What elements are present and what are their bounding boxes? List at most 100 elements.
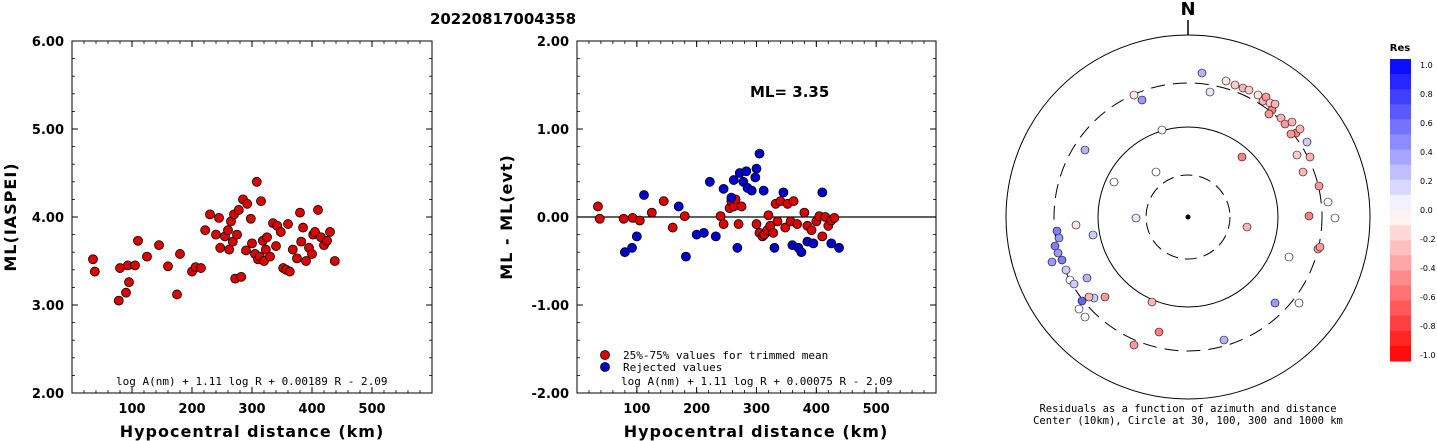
- left-x-axis-label: Hypocentral distance (km): [120, 422, 385, 441]
- middle-data-point: [698, 227, 709, 238]
- middle-data-point: [634, 215, 645, 226]
- left-data-point: [214, 212, 224, 223]
- middle-data-point: [631, 231, 642, 242]
- polar-station-point: [1270, 99, 1280, 109]
- left-data-point: [313, 205, 323, 215]
- polar-station-point: [1154, 327, 1164, 337]
- left-data-point: [298, 222, 308, 233]
- left-x-tick-label: 500: [358, 402, 385, 417]
- polar-station-point: [1047, 257, 1057, 267]
- polar-station-point: [1253, 90, 1263, 100]
- middle-data-point: [778, 187, 789, 198]
- polar-station-point: [1080, 312, 1090, 322]
- left-y-tick-label: 6.00: [32, 35, 64, 50]
- left-data-point: [172, 289, 182, 300]
- middle-data-point: [741, 166, 752, 177]
- left-data-point: [307, 249, 317, 259]
- left-data-point: [262, 232, 272, 243]
- middle-data-point: [618, 213, 629, 224]
- polar-station-point: [1221, 76, 1231, 86]
- middle-data-point: [667, 222, 678, 233]
- left-plot-panel: 2.00 3.00 4.00 5.00 6.00 100 200 300 400 500 log …: [1, 35, 433, 441]
- middle-data-point: [627, 242, 637, 253]
- middle-data-point: [733, 219, 744, 229]
- left-y-axis-label: ML(IASPEI): [1, 162, 20, 271]
- polar-station-point: [1157, 125, 1167, 135]
- middle-data-point: [769, 242, 780, 253]
- colorbar-cell: [1390, 164, 1411, 181]
- left-data-point: [325, 227, 335, 237]
- middle-data-point: [680, 251, 691, 262]
- colorbar-tick-label: 0.8: [1420, 90, 1433, 99]
- middle-data-point: [673, 201, 684, 212]
- legend-blue-marker: [600, 362, 610, 372]
- left-data-point: [236, 271, 247, 282]
- middle-data-point: [808, 238, 819, 249]
- middle-data-point: [763, 210, 774, 221]
- colorbar-cell: [1390, 104, 1411, 120]
- colorbar-tick-label: 0.4: [1420, 148, 1433, 157]
- polar-station-point: [1205, 87, 1215, 97]
- left-y-tick-label: 4.00: [32, 211, 64, 226]
- colorbar-tick-label: 0.2: [1420, 177, 1433, 186]
- left-data-point: [211, 229, 221, 240]
- colorbar-cell: [1390, 270, 1411, 286]
- middle-x-tick-label: 500: [863, 402, 890, 417]
- colorbar-tick-label: -0.6: [1420, 293, 1436, 302]
- polar-station-point: [1053, 248, 1063, 258]
- left-data-point: [284, 266, 295, 277]
- left-x-tick-label: 400: [298, 402, 325, 417]
- middle-data-point: [806, 225, 817, 236]
- polar-station-point: [1230, 80, 1240, 90]
- left-data-point: [292, 253, 302, 264]
- left-data-point: [275, 227, 286, 237]
- polar-station-point: [1304, 211, 1314, 221]
- left-data-point: [224, 244, 235, 255]
- left-data-point: [88, 254, 98, 265]
- left-data-point: [89, 266, 100, 277]
- middle-x-axis-label: Hypocentral distance (km): [624, 422, 889, 441]
- left-data-point: [287, 244, 298, 255]
- polar-station-point: [1276, 113, 1286, 123]
- legend-blue-label: Rejected values: [623, 361, 722, 374]
- left-data-point: [130, 260, 140, 271]
- colorbar-cell: [1390, 225, 1411, 241]
- polar-station-point: [1054, 233, 1064, 243]
- legend-red-marker: [600, 350, 610, 360]
- colorbar-title: Res: [1390, 43, 1410, 54]
- polar-circle-100km: [1097, 126, 1279, 308]
- polar-station-point: [1151, 167, 1161, 177]
- left-data-point: [260, 244, 271, 255]
- left-data-point: [121, 287, 131, 298]
- middle-x-tick-label: 300: [743, 402, 770, 417]
- left-data-point: [196, 263, 206, 273]
- caption-line-2: Center (10km), Circle at 30, 100, 300 an…: [1033, 415, 1343, 427]
- colorbar-tick-label: -0.4: [1420, 264, 1436, 273]
- middle-data-point: [750, 172, 761, 183]
- azimuth-distance-plot: N Residuals as a function of azimuth and…: [1005, 0, 1371, 427]
- residual-colorbar: Res 1.0 0.8 0.6 0.4 0.2 0.0 -0.2 -0.4 -0.6 -0.8 -1…: [1390, 43, 1436, 362]
- middle-data-point: [772, 216, 783, 227]
- polar-station-point: [1242, 222, 1252, 232]
- left-y-tick-label: 2.00: [32, 387, 64, 402]
- middle-data-point: [718, 219, 729, 229]
- colorbar-cell: [1390, 285, 1411, 302]
- colorbar-tick-label: -1.0: [1420, 351, 1436, 360]
- polar-station-point: [1284, 252, 1294, 262]
- polar-station-point: [1294, 298, 1304, 308]
- polar-station-point: [1057, 255, 1067, 265]
- colorbar-tick-label: 0.6: [1420, 119, 1433, 128]
- middle-data-point: [780, 222, 791, 233]
- polar-station-point: [1084, 292, 1094, 302]
- polar-station-point: [1305, 152, 1315, 162]
- middle-data-point: [679, 211, 690, 222]
- colorbar-cell: [1390, 240, 1411, 256]
- polar-center-point: [1185, 214, 1191, 220]
- left-y-tick-label: 5.00: [32, 123, 64, 138]
- middle-data-point: [817, 231, 828, 242]
- middle-data-point: [768, 227, 779, 238]
- middle-data-point: [594, 213, 605, 224]
- colorbar-cell: [1390, 74, 1411, 90]
- left-data-point: [233, 205, 244, 215]
